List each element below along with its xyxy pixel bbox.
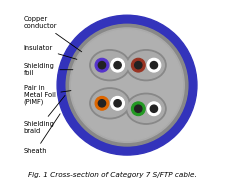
Text: Sheath: Sheath	[23, 114, 60, 154]
Circle shape	[98, 61, 106, 69]
Ellipse shape	[126, 93, 166, 124]
Circle shape	[66, 24, 188, 146]
Ellipse shape	[90, 88, 130, 119]
Circle shape	[70, 28, 184, 142]
Circle shape	[135, 105, 142, 112]
Circle shape	[150, 105, 158, 112]
Circle shape	[131, 102, 145, 116]
Circle shape	[147, 58, 161, 72]
Text: Insulator: Insulator	[23, 45, 100, 66]
Ellipse shape	[92, 52, 128, 79]
Circle shape	[57, 15, 197, 155]
Circle shape	[114, 100, 121, 107]
Text: Pair in
Metal Foil
(PiMF): Pair in Metal Foil (PiMF)	[23, 85, 106, 105]
Circle shape	[95, 96, 109, 110]
Circle shape	[135, 61, 142, 69]
Circle shape	[150, 61, 158, 69]
Circle shape	[111, 58, 124, 72]
Circle shape	[95, 58, 109, 72]
Text: Copper
conductor: Copper conductor	[23, 16, 104, 67]
Text: Shielding
braid: Shielding braid	[23, 96, 65, 134]
Circle shape	[98, 100, 106, 107]
Circle shape	[72, 30, 182, 141]
Ellipse shape	[128, 95, 164, 122]
Circle shape	[114, 61, 121, 69]
Text: Fig. 1 Cross-section of Category 7 S/FTP cable.: Fig. 1 Cross-section of Category 7 S/FTP…	[28, 172, 197, 178]
Text: Shielding
foil: Shielding foil	[23, 63, 103, 76]
Ellipse shape	[92, 90, 128, 117]
Circle shape	[147, 102, 161, 116]
Circle shape	[131, 58, 145, 72]
Ellipse shape	[90, 50, 130, 81]
Circle shape	[111, 96, 124, 110]
Ellipse shape	[126, 50, 166, 81]
Ellipse shape	[128, 52, 164, 79]
